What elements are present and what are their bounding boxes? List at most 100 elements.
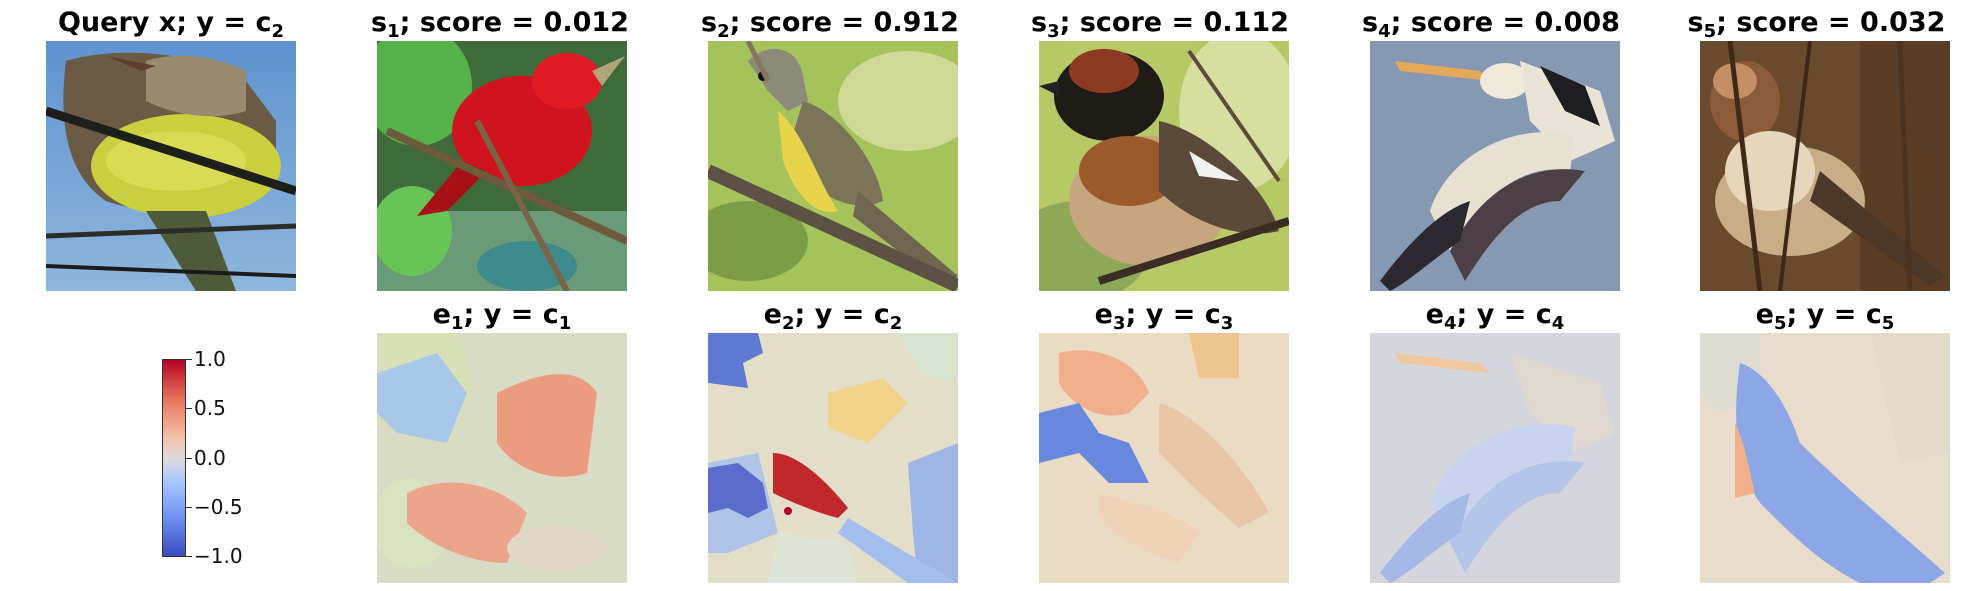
colorbar-tick-label: −1.0	[194, 544, 243, 568]
explanation-title-sep: ;	[794, 299, 815, 330]
colorbar-tick-label: 0.5	[194, 396, 226, 420]
query-title-prefix: Query	[57, 7, 159, 38]
sample-title-3: s3; score = 0.112	[1010, 6, 1310, 42]
flycatcher-photo	[708, 41, 958, 291]
explanation-title-eq: =	[1494, 299, 1536, 330]
colorbar-tick	[186, 458, 192, 459]
explanation-title-e: e	[763, 299, 782, 330]
explanation-title-5: e5; y = c5	[1700, 298, 1950, 334]
sample-title-sub: 5	[1703, 21, 1717, 42]
colorbar	[162, 359, 186, 557]
sample-title-label: ; score =	[729, 7, 874, 38]
colorbar-tick-label: 0.0	[194, 446, 226, 470]
tanager-attribution-overlay	[377, 333, 627, 583]
explanation-title-class: c	[873, 299, 890, 330]
explanation-title-sep: ;	[1125, 299, 1146, 330]
query-title: Query x; y = c2	[36, 6, 306, 41]
sparrow-attribution-overlay	[1700, 333, 1950, 583]
explanation-title-eq: =	[1163, 299, 1205, 330]
explanation-map-2	[708, 333, 958, 583]
explanation-title-class: c	[1865, 299, 1882, 330]
sample-title-s: s	[1031, 7, 1048, 38]
sample-title-s: s	[1362, 7, 1379, 38]
chestnut-bird-attribution-overlay	[1039, 333, 1289, 583]
explanation-title-sub: 4	[1443, 313, 1457, 334]
sample-score: 0.008	[1534, 7, 1620, 38]
explanation-title-eq: =	[1824, 299, 1866, 330]
sample-title-label: ; score =	[399, 7, 544, 38]
colorbar-tick	[186, 507, 192, 508]
query-title-class: c	[255, 7, 272, 38]
explanation-title-class-sub: 2	[889, 313, 903, 334]
colorbar-tick-label: 1.0	[194, 347, 226, 371]
explanation-title-3: e3; y = c3	[1039, 298, 1289, 334]
colorbar-tick-label: −0.5	[194, 495, 243, 519]
sample-title-5: s5; score = 0.032	[1670, 6, 1963, 42]
sample-title-label: ; score =	[1716, 7, 1861, 38]
colorbar-tick	[186, 556, 192, 557]
sample-title-4: s4; score = 0.008	[1341, 6, 1641, 42]
explanation-title-class: c	[1535, 299, 1552, 330]
explanation-title-sub: 5	[1773, 313, 1787, 334]
colorbar-tick	[186, 408, 192, 409]
explanation-title-e: e	[1094, 299, 1113, 330]
flycatcher-attribution-overlay	[708, 333, 958, 583]
explanation-title-sep: ;	[463, 299, 484, 330]
sample-title-1: s1; score = 0.012	[350, 6, 650, 42]
explanation-title-class-sub: 5	[1881, 313, 1895, 334]
explanation-title-class: c	[542, 299, 559, 330]
sample-title-label: ; score =	[1059, 7, 1204, 38]
explanation-title-e: e	[1755, 299, 1774, 330]
sample-image-1	[377, 41, 627, 291]
explanation-map-5	[1700, 333, 1950, 583]
explanation-title-1: e1; y = c1	[377, 298, 627, 334]
explanation-map-1	[377, 333, 627, 583]
explanation-title-e: e	[432, 299, 451, 330]
sample-title-sub: 1	[387, 21, 400, 42]
explanation-map-4	[1370, 333, 1620, 583]
explanation-title-class: c	[1204, 299, 1221, 330]
sample-title-sub: 4	[1378, 21, 1391, 42]
sample-image-3	[1039, 41, 1289, 291]
sample-title-sub: 2	[717, 21, 730, 42]
pelican-attribution-overlay	[1370, 333, 1620, 583]
explanation-map-3	[1039, 333, 1289, 583]
explanation-title-sub: 1	[450, 313, 464, 334]
explanation-title-class-sub: 1	[558, 313, 572, 334]
explanation-title-lhs: y	[1806, 299, 1825, 330]
query-title-lhs: y	[196, 7, 215, 38]
explanation-title-lhs: y	[483, 299, 502, 330]
explanation-title-e: e	[1425, 299, 1444, 330]
sample-title-sub: 3	[1047, 21, 1060, 42]
pelican-photo	[1370, 41, 1620, 291]
query-title-sep: ;	[176, 7, 197, 38]
chestnut-bird-photo	[1039, 41, 1289, 291]
explanation-title-eq: =	[832, 299, 874, 330]
query-image	[46, 41, 296, 291]
explanation-title-2: e2; y = c2	[708, 298, 958, 334]
sample-image-5	[1700, 41, 1950, 291]
sample-image-4	[1370, 41, 1620, 291]
sample-title-s: s	[1687, 7, 1704, 38]
red-tanager-photo	[377, 41, 627, 291]
explanation-title-eq: =	[501, 299, 543, 330]
sparrow-photo	[1700, 41, 1950, 291]
sample-title-s: s	[701, 7, 718, 38]
explanation-title-4: e4; y = c4	[1370, 298, 1620, 334]
query-title-eq: =	[214, 7, 256, 38]
explanation-title-sub: 2	[781, 313, 795, 334]
explanation-title-class-sub: 4	[1551, 313, 1565, 334]
explanation-title-lhs: y	[1476, 299, 1495, 330]
colorbar-tick	[186, 359, 192, 360]
query-bird-photo	[46, 41, 296, 291]
explanation-title-class-sub: 3	[1220, 313, 1234, 334]
explanation-title-lhs: y	[814, 299, 833, 330]
sample-title-2: s2; score = 0.912	[680, 6, 980, 42]
explanation-title-sep: ;	[1456, 299, 1477, 330]
explanation-title-sep: ;	[1786, 299, 1807, 330]
sample-score: 0.912	[873, 7, 959, 38]
explanation-title-lhs: y	[1145, 299, 1164, 330]
sample-score: 0.012	[543, 7, 629, 38]
sample-title-s: s	[371, 7, 388, 38]
sample-title-label: ; score =	[1390, 7, 1535, 38]
